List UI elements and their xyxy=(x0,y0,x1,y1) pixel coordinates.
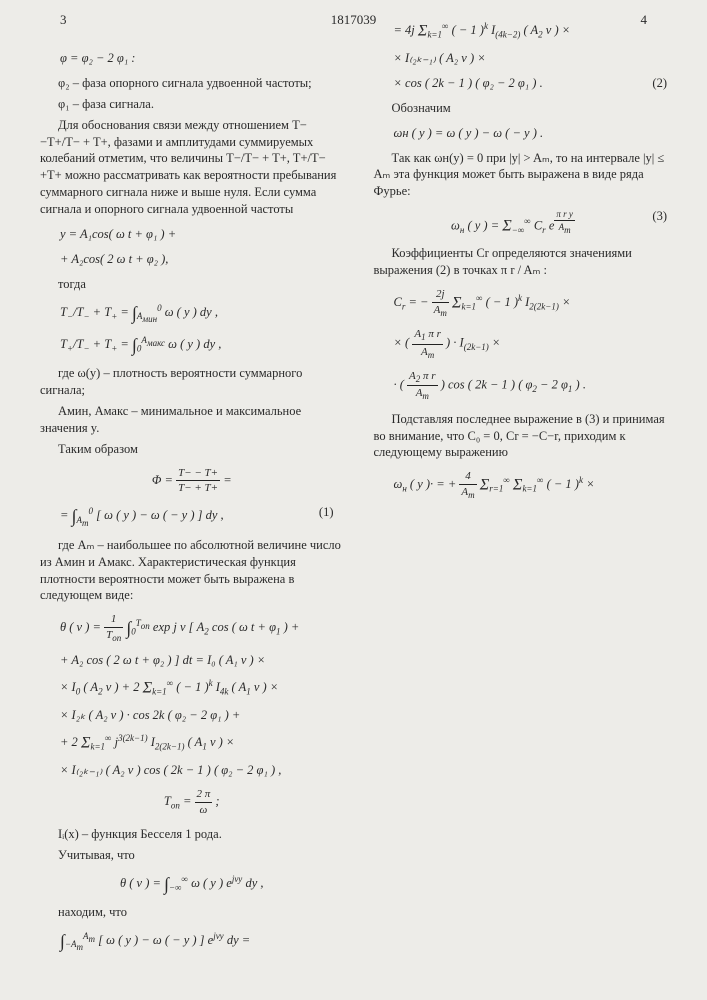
eq-theta2: + A₂ cos ( 2 ω t + φ₂ ) ] dt = I₀ ( A₁ ν… xyxy=(60,652,344,669)
eq-omegaH: ωн ( y ) = ω ( y ) − ω ( − y ) . xyxy=(394,125,678,142)
eq-Tp: T+/T− + T+ = ∫0Aмакс ω ( y ) dy , xyxy=(60,333,344,357)
eq-r1: × I₍₂ₖ₋₁₎ ( A₂ ν ) cos ( 2k − 1 ) ( φ₂ −… xyxy=(60,762,344,779)
eqnum-3: (3) xyxy=(652,208,667,225)
eq-Cr1: Cr = − 2jAm Σk=1∞ ( − 1 )k I2(2k−1) × xyxy=(394,287,678,319)
p-intro: Для обоснования связи между отношением T… xyxy=(40,117,344,218)
eq-y1: y = A₁cos( ω t + φ₁ ) + xyxy=(60,226,344,243)
eq-Phi-frac: Φ = T− − T+T− + T+ = xyxy=(40,466,344,497)
eq-theta4: × I₂ₖ ( A₂ ν ) · cos 2k ( φ₂ − 2 φ₁ ) + xyxy=(60,707,344,724)
p-Uchit: Учитывая, что xyxy=(40,847,344,864)
p-phi2: φ₂ – фаза опорного сигнала удвоенной час… xyxy=(40,75,344,92)
eq-theta1: θ ( ν ) = 1Tоп ∫0Tоп exp j ν [ A2 cos ( … xyxy=(60,612,344,644)
eq-theta-nu: θ ( ν ) = ∫−∞∞ ω ( y ) ejνy dy , xyxy=(40,872,344,896)
p-togda: тогда xyxy=(40,276,344,293)
eq-Ton: Tоп = 2 πω ; xyxy=(40,787,344,818)
p-thus: Таким образом xyxy=(40,441,344,458)
p-subst: Подставляя последнее выражение в (3) и п… xyxy=(374,411,678,462)
eq-Cr3: · ( A2 π rAm ) cos ( 2k − 1 ) ( φ2 − 2 φ… xyxy=(394,369,678,403)
eqnum-2: (2) xyxy=(652,75,667,92)
eq-y2: + A₂cos( 2 ω t + φ₂ ), xyxy=(60,251,344,268)
doc-number: 1817039 xyxy=(331,12,377,28)
eq-Cr2: × ( A1 π rAm ) · I(2k−1) × xyxy=(394,327,678,361)
eq-cos: × cos ( 2k − 1 ) ( φ₂ − 2 φ₁ ) . (2) xyxy=(394,75,678,92)
p-nahod: находим, что xyxy=(40,904,344,921)
eq-theta3: × I0 ( A2 ν ) + 2 Σk=1∞ ( − 1 )k I4k ( A… xyxy=(60,677,344,699)
p-Bessel: Iᵢ(x) – функция Бесселя 1 рода. xyxy=(40,826,344,843)
eq-theta5: + 2 Σk=1∞ j3(2k−1) I2(2k−1) ( A1 ν ) × xyxy=(60,732,344,754)
page-content: φ = φ₂ − 2 φ₁ : φ₂ – фаза опорного сигна… xyxy=(40,20,677,980)
eq-Phi-int: = ∫Am0 [ ω ( y ) − ω ( − y ) ] dy , (1) xyxy=(60,504,344,528)
page-left: 3 xyxy=(60,12,67,28)
p-Amin: Aмин, Aмакс – минимальное и максимальное… xyxy=(40,403,344,437)
eq-final: ωн ( y )· = + 4Am Σr=1∞ Σk=1∞ ( − 1 )k × xyxy=(394,469,678,501)
eq-phi: φ = φ₂ − 2 φ₁ : xyxy=(60,50,344,67)
eqnum-1: (1) xyxy=(319,504,334,521)
p-since: Так как ωн(y) = 0 при |y| > Aₘ, то на ин… xyxy=(374,150,678,201)
eq-I2k: × I₍₂ₖ₋₁₎ ( A₂ ν ) × xyxy=(394,50,678,67)
eq-int-Am: ∫−AmAm [ ω ( y ) − ω ( − y ) ] ejνy dy = xyxy=(60,929,344,953)
eq-Tm: T−/T− + T+ = ∫Aмин0 ω ( y ) dy , xyxy=(60,301,344,325)
p-phi1: φ₁ – фаза сигнала. xyxy=(40,96,344,113)
eq-fourier: ωн ( y ) = Σ−∞∞ Cr eπ r yAm (3) xyxy=(374,208,678,237)
p-omega: где ω(y) – плотность вероятности суммарн… xyxy=(40,365,344,399)
p-Cr: Коэффициенты Cr определяются значениями … xyxy=(374,245,678,279)
p-Oboz: Обозначим xyxy=(374,100,678,117)
page-right: 4 xyxy=(641,12,648,28)
p-Am: где Aₘ – наибольшее по абсолютной величи… xyxy=(40,537,344,605)
